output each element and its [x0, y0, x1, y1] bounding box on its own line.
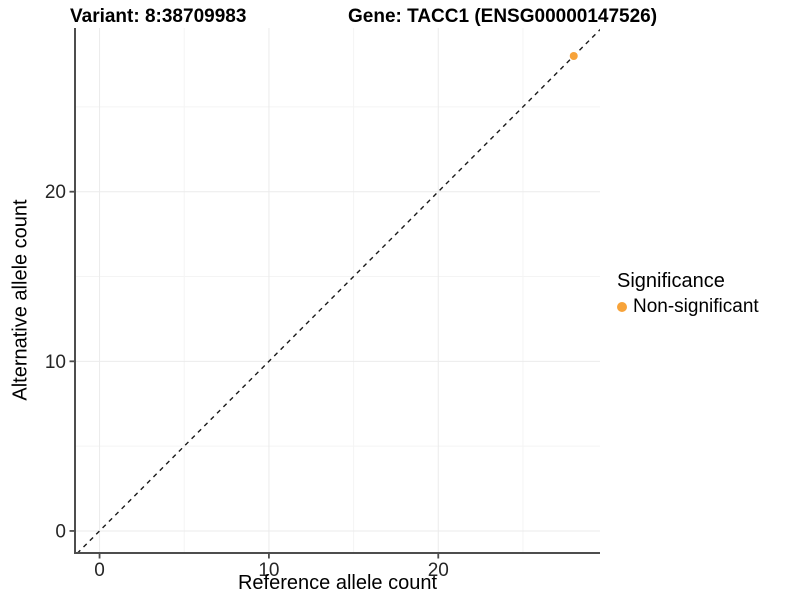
y-tick-label: 20: [45, 182, 66, 203]
legend: Significance Non-significant: [617, 270, 759, 318]
legend-point-icon: [617, 302, 627, 312]
axis-lines: [74, 28, 600, 554]
x-axis-title: Reference allele count: [237, 572, 437, 594]
major-gridlines: [75, 28, 600, 553]
y-axis-title: Alternative allele count: [9, 199, 32, 401]
identity-line: [76, 28, 600, 553]
variant-title: Variant: 8:38709983: [70, 6, 247, 27]
minor-gridlines: [75, 28, 600, 553]
x-axis-ticks: 0 10 20: [94, 553, 449, 581]
legend-item: Non-significant: [617, 296, 759, 318]
y-tick-label: 10: [45, 352, 66, 373]
y-axis-ticks: 0 10 20: [45, 182, 75, 542]
x-tick-label: 20: [428, 560, 449, 581]
legend-item-label: Non-significant: [633, 296, 759, 317]
gene-title: Gene: TACC1 (ENSG00000147526): [348, 6, 658, 27]
legend-title: Significance: [617, 270, 725, 292]
data-point: [569, 51, 578, 60]
x-tick-label: 10: [258, 560, 279, 581]
x-tick-label: 0: [94, 560, 105, 581]
y-tick-label: 0: [55, 521, 66, 542]
